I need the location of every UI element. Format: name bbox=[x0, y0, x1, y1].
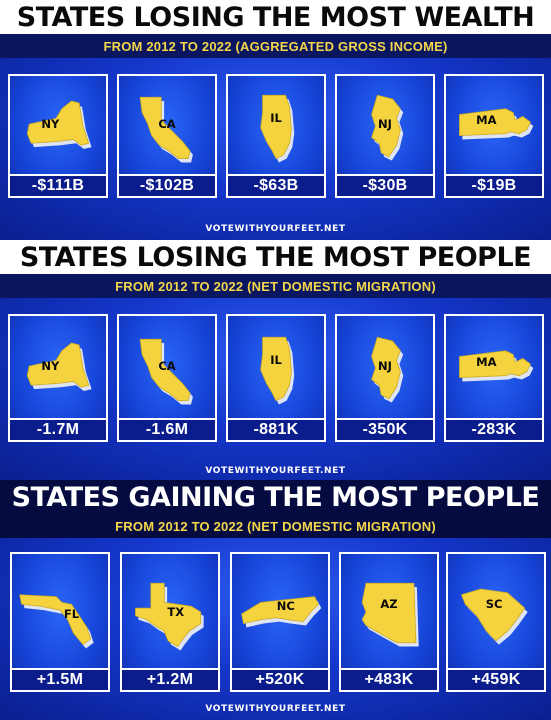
panel-title-bar: STATES LOSING THE MOST WEALTH bbox=[0, 0, 551, 34]
florida-map-icon: FL bbox=[12, 554, 108, 670]
panel-title-bar: STATES LOSING THE MOST PEOPLE bbox=[0, 240, 551, 274]
panel-title-bar: STATES GAINING THE MOST PEOPLE bbox=[0, 480, 551, 514]
state-abbreviation: CA bbox=[158, 117, 175, 131]
value-bar: +1.5M bbox=[12, 668, 108, 690]
state-value: -1.6M bbox=[145, 421, 189, 438]
source-footer: VOTEWITHYOURFEET.NET bbox=[205, 466, 346, 476]
state-value: -350K bbox=[362, 421, 408, 438]
state-abbreviation: NJ bbox=[378, 117, 392, 131]
state-value: +459K bbox=[471, 671, 521, 688]
state-value: +1.2M bbox=[146, 671, 194, 688]
state-value: +520K bbox=[255, 671, 305, 688]
state-card: CA -$102B bbox=[117, 74, 217, 198]
state-card: TX +1.2M bbox=[120, 552, 220, 692]
value-bar: +1.2M bbox=[122, 668, 218, 690]
state-card: MA -283K bbox=[444, 314, 544, 442]
state-abbreviation: IL bbox=[270, 111, 282, 125]
state-abbreviation: AZ bbox=[380, 597, 397, 611]
state-abbreviation: MA bbox=[476, 355, 496, 369]
state-card: NJ -$30B bbox=[335, 74, 435, 198]
panel-subtitle-bar: FROM 2012 TO 2022 (AGGREGATED GROSS INCO… bbox=[0, 34, 551, 58]
panel-subtitle: FROM 2012 TO 2022 (AGGREGATED GROSS INCO… bbox=[103, 38, 448, 54]
state-card: NJ -350K bbox=[335, 314, 435, 442]
panel-title: STATES LOSING THE MOST PEOPLE bbox=[19, 241, 532, 273]
state-value: -283K bbox=[471, 421, 517, 438]
state-value: -$30B bbox=[362, 177, 408, 194]
panel-title: STATES GAINING THE MOST PEOPLE bbox=[11, 481, 540, 513]
illinois-map-icon: IL bbox=[228, 76, 324, 176]
panel-subtitle-bar: FROM 2012 TO 2022 (NET DOMESTIC MIGRATIO… bbox=[0, 274, 551, 298]
state-card: NY -1.7M bbox=[8, 314, 108, 442]
value-bar: -1.7M bbox=[10, 418, 106, 440]
new-york-map-icon: NY bbox=[10, 316, 106, 420]
state-card: CA -1.6M bbox=[117, 314, 217, 442]
state-abbreviation: TX bbox=[167, 605, 184, 619]
state-value: -$63B bbox=[253, 177, 299, 194]
state-abbreviation: IL bbox=[270, 353, 282, 367]
north-carolina-map-icon: NC bbox=[232, 554, 328, 670]
arizona-map-icon: AZ bbox=[341, 554, 437, 670]
new-jersey-map-icon: NJ bbox=[337, 316, 433, 420]
state-abbreviation: NC bbox=[277, 599, 295, 613]
value-bar: -$111B bbox=[10, 174, 106, 196]
panel-stage: NY -1.7M CA -1.6M IL -881K NJ -350K MA -283K … bbox=[0, 298, 551, 480]
state-card: SC +459K bbox=[446, 552, 546, 692]
value-bar: +459K bbox=[448, 668, 544, 690]
california-map-icon: CA bbox=[119, 316, 215, 420]
state-abbreviation: NJ bbox=[378, 359, 392, 373]
panel-title: STATES LOSING THE MOST WEALTH bbox=[16, 1, 535, 33]
value-bar: -881K bbox=[228, 418, 324, 440]
state-card: MA -$19B bbox=[444, 74, 544, 198]
value-bar: -350K bbox=[337, 418, 433, 440]
state-abbreviation: CA bbox=[158, 359, 175, 373]
value-bar: -1.6M bbox=[119, 418, 215, 440]
value-bar: -283K bbox=[446, 418, 542, 440]
panel-subtitle: FROM 2012 TO 2022 (NET DOMESTIC MIGRATIO… bbox=[115, 518, 436, 534]
state-abbreviation: MA bbox=[476, 113, 496, 127]
value-bar: +520K bbox=[232, 668, 328, 690]
state-value: -881K bbox=[253, 421, 299, 438]
panel-stage: FL +1.5M TX +1.2M NC +520K AZ +483K SC +459K … bbox=[0, 538, 551, 720]
state-value: -$19B bbox=[471, 177, 517, 194]
state-abbreviation: FL bbox=[64, 607, 80, 621]
source-footer: VOTEWITHYOURFEET.NET bbox=[205, 224, 346, 234]
state-value: -$102B bbox=[139, 177, 195, 194]
state-card: AZ +483K bbox=[339, 552, 439, 692]
illinois-map-icon: IL bbox=[228, 316, 324, 420]
texas-map-icon: TX bbox=[122, 554, 218, 670]
massachusetts-map-icon: MA bbox=[446, 76, 542, 176]
state-value: -$111B bbox=[31, 177, 85, 194]
state-abbreviation: NY bbox=[41, 359, 60, 373]
state-card: NC +520K bbox=[230, 552, 330, 692]
state-abbreviation: SC bbox=[486, 597, 503, 611]
state-value: +483K bbox=[364, 671, 414, 688]
new-jersey-map-icon: NJ bbox=[337, 76, 433, 176]
state-card: IL -$63B bbox=[226, 74, 326, 198]
california-map-icon: CA bbox=[119, 76, 215, 176]
value-bar: +483K bbox=[341, 668, 437, 690]
value-bar: -$19B bbox=[446, 174, 542, 196]
panel-subtitle: FROM 2012 TO 2022 (NET DOMESTIC MIGRATIO… bbox=[115, 278, 436, 294]
value-bar: -$102B bbox=[119, 174, 215, 196]
state-card: IL -881K bbox=[226, 314, 326, 442]
value-bar: -$63B bbox=[228, 174, 324, 196]
panel-stage: NY -$111B CA -$102B IL -$63B NJ -$30B MA -$19… bbox=[0, 58, 551, 240]
source-footer: VOTEWITHYOURFEET.NET bbox=[205, 704, 346, 714]
state-value: -1.7M bbox=[36, 421, 80, 438]
panel-subtitle-bar: FROM 2012 TO 2022 (NET DOMESTIC MIGRATIO… bbox=[0, 514, 551, 538]
south-carolina-map-icon: SC bbox=[448, 554, 544, 670]
massachusetts-map-icon: MA bbox=[446, 316, 542, 420]
people-loss-panel: STATES LOSING THE MOST PEOPLE FROM 2012 … bbox=[0, 240, 551, 480]
state-abbreviation: NY bbox=[41, 117, 60, 131]
value-bar: -$30B bbox=[337, 174, 433, 196]
state-value: +1.5M bbox=[36, 671, 84, 688]
wealth-loss-panel: STATES LOSING THE MOST WEALTH FROM 2012 … bbox=[0, 0, 551, 240]
people-gain-panel: STATES GAINING THE MOST PEOPLE FROM 2012… bbox=[0, 480, 551, 720]
state-card: FL +1.5M bbox=[10, 552, 110, 692]
state-card: NY -$111B bbox=[8, 74, 108, 198]
new-york-map-icon: NY bbox=[10, 76, 106, 176]
